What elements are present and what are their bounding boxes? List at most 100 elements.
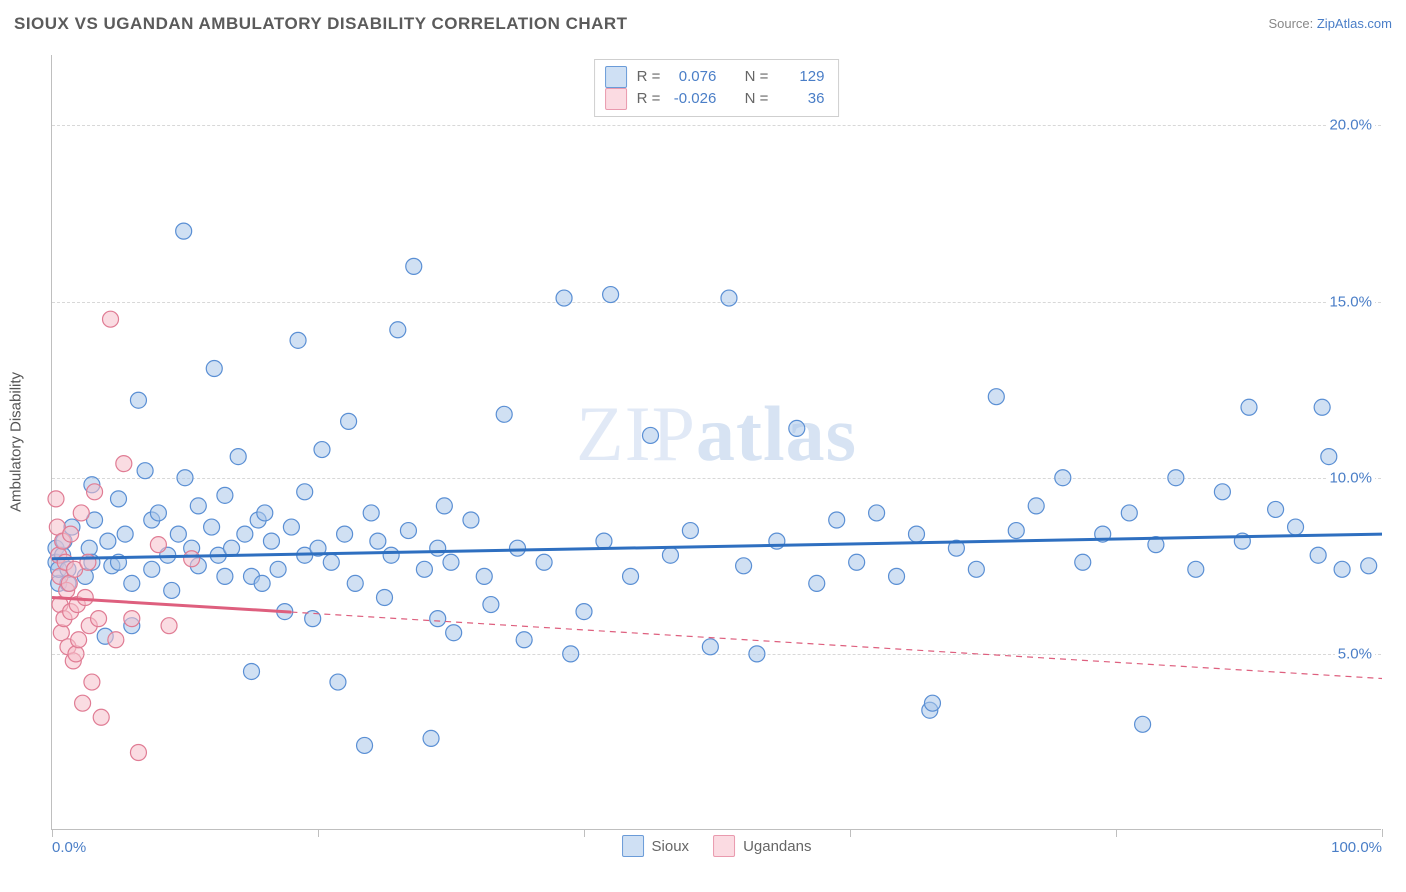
stats-n-value: 36: [778, 88, 824, 110]
data-point: [91, 611, 107, 627]
data-point: [330, 674, 346, 690]
data-point: [446, 625, 462, 641]
data-point: [829, 512, 845, 528]
data-point: [87, 484, 103, 500]
data-point: [71, 632, 87, 648]
data-point: [1121, 505, 1137, 521]
data-point: [263, 533, 279, 549]
x-tick: [1382, 829, 1383, 837]
x-tick: [1116, 829, 1117, 837]
data-point: [476, 568, 492, 584]
data-point: [1310, 547, 1326, 563]
series-legend-item: Sioux: [622, 835, 690, 857]
x-tick: [850, 829, 851, 837]
data-point: [254, 575, 270, 591]
data-point: [270, 561, 286, 577]
stats-r-value: 0.076: [670, 66, 716, 88]
data-point: [230, 449, 246, 465]
data-point: [130, 745, 146, 761]
data-point: [849, 554, 865, 570]
data-point: [603, 287, 619, 303]
data-point: [889, 568, 905, 584]
legend-swatch: [605, 88, 627, 110]
scatter-svg: [52, 55, 1381, 829]
data-point: [244, 663, 260, 679]
data-point: [1135, 716, 1151, 732]
data-point: [869, 505, 885, 521]
data-point: [1055, 470, 1071, 486]
data-point: [290, 332, 306, 348]
data-point: [968, 561, 984, 577]
data-point: [323, 554, 339, 570]
data-point: [749, 646, 765, 662]
source-label: Source:: [1268, 16, 1316, 31]
data-point: [1314, 399, 1330, 415]
data-point: [176, 223, 192, 239]
data-point: [1321, 449, 1337, 465]
series-legend: Sioux Ugandans: [622, 835, 812, 857]
data-point: [643, 427, 659, 443]
source-link[interactable]: ZipAtlas.com: [1317, 16, 1392, 31]
data-point: [48, 491, 64, 507]
data-point: [100, 533, 116, 549]
data-point: [1361, 558, 1377, 574]
data-point: [406, 258, 422, 274]
data-point: [430, 540, 446, 556]
x-tick: [52, 829, 53, 837]
data-point: [1241, 399, 1257, 415]
data-point: [68, 646, 84, 662]
data-point: [789, 420, 805, 436]
stats-r-label: R =: [637, 66, 661, 88]
data-point: [736, 558, 752, 574]
data-point: [161, 618, 177, 634]
data-point: [809, 575, 825, 591]
data-point: [483, 597, 499, 613]
data-point: [1288, 519, 1304, 535]
data-point: [217, 568, 233, 584]
data-point: [423, 730, 439, 746]
data-point: [1168, 470, 1184, 486]
data-point: [463, 512, 479, 528]
data-point: [1214, 484, 1230, 500]
data-point: [150, 537, 166, 553]
data-point: [93, 709, 109, 725]
data-point: [314, 442, 330, 458]
data-point: [217, 487, 233, 503]
stats-n-label: N =: [745, 88, 769, 110]
trend-line-dashed: [291, 612, 1382, 678]
data-point: [190, 498, 206, 514]
legend-swatch: [605, 66, 627, 88]
x-tick-label: 0.0%: [52, 839, 86, 856]
data-point: [124, 575, 140, 591]
data-point: [103, 311, 119, 327]
source-attribution: Source: ZipAtlas.com: [1268, 16, 1392, 31]
data-point: [130, 392, 146, 408]
chart-title: SIOUX VS UGANDAN AMBULATORY DISABILITY C…: [14, 14, 628, 33]
data-point: [164, 582, 180, 598]
data-point: [416, 561, 432, 577]
x-tick: [584, 829, 585, 837]
data-point: [1075, 554, 1091, 570]
data-point: [443, 554, 459, 570]
data-point: [357, 737, 373, 753]
data-point: [84, 674, 100, 690]
data-point: [117, 526, 133, 542]
data-point: [73, 505, 89, 521]
data-point: [111, 491, 127, 507]
data-point: [184, 551, 200, 567]
series-legend-label: Ugandans: [743, 838, 811, 855]
data-point: [430, 611, 446, 627]
data-point: [988, 389, 1004, 405]
data-point: [576, 604, 592, 620]
legend-swatch: [622, 835, 644, 857]
data-point: [623, 568, 639, 584]
x-tick-label: 100.0%: [1331, 839, 1382, 856]
data-point: [137, 463, 153, 479]
legend-swatch: [713, 835, 735, 857]
data-point: [390, 322, 406, 338]
stats-legend: R =0.076 N =129R =-0.026 N =36: [594, 59, 840, 117]
data-point: [436, 498, 452, 514]
data-point: [1268, 501, 1284, 517]
data-point: [662, 547, 678, 563]
data-point: [556, 290, 572, 306]
